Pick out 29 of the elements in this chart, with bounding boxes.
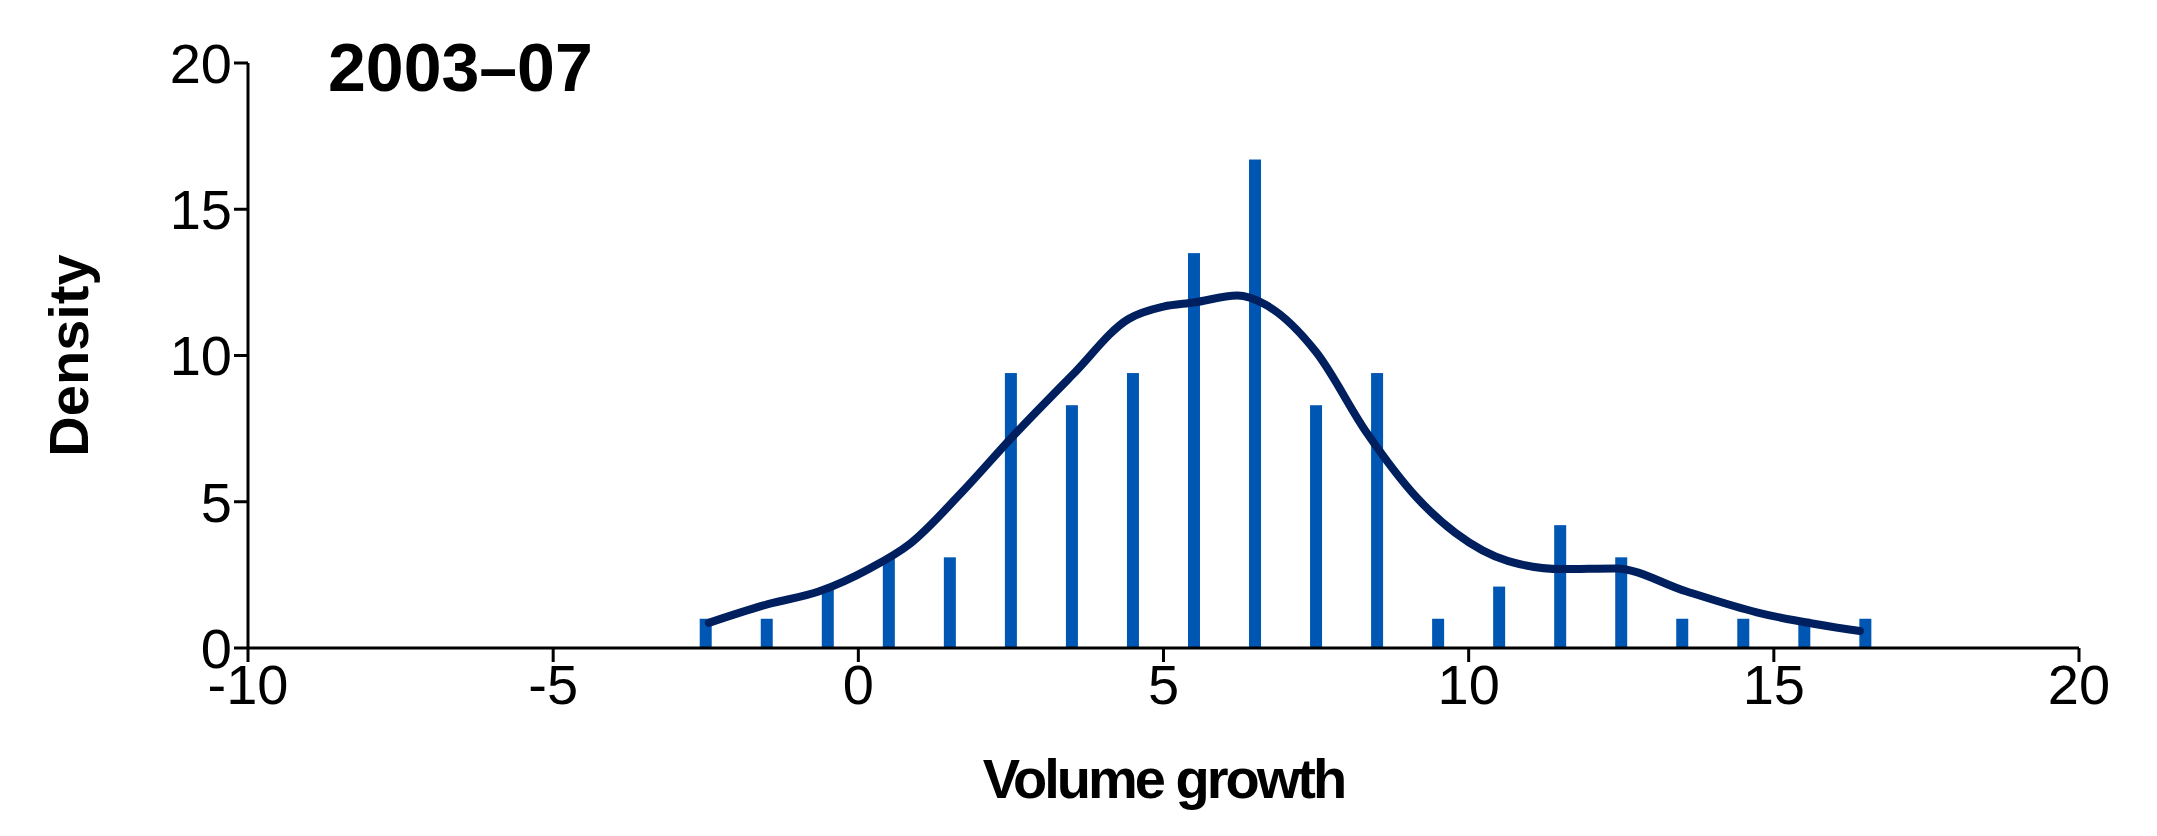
- x-axis-title: Volume growth: [982, 747, 1345, 810]
- y-tick-label: 15: [169, 178, 232, 242]
- x-tick-label: 20: [2047, 652, 2111, 716]
- bar: [1554, 525, 1567, 648]
- chart-title: 2003–07: [328, 28, 593, 106]
- bar: [1065, 405, 1078, 648]
- y-tick-label: 10: [169, 324, 232, 388]
- bar: [1004, 373, 1017, 648]
- bar: [1615, 557, 1628, 648]
- bar: [1493, 586, 1506, 648]
- y-axis-title: Density: [36, 254, 100, 457]
- bar: [1676, 618, 1689, 648]
- y-tick-label: 20: [169, 31, 232, 95]
- y-tick-label: 5: [200, 470, 232, 534]
- x-tick-label: 5: [1147, 652, 1180, 716]
- bar: [1371, 373, 1384, 648]
- bar: [1126, 373, 1139, 648]
- x-tick-label: 10: [1437, 652, 1500, 716]
- bar: [1432, 618, 1445, 648]
- bar: [760, 618, 773, 648]
- bar: [1737, 618, 1750, 648]
- bar: [1187, 253, 1200, 648]
- bar: [1249, 159, 1262, 648]
- bar: [1310, 405, 1323, 648]
- bar: [882, 557, 895, 648]
- x-tick-label: 0: [842, 652, 874, 716]
- bar: [943, 557, 956, 648]
- x-tick-label: -5: [528, 652, 579, 716]
- x-tick-label: 15: [1742, 652, 1805, 716]
